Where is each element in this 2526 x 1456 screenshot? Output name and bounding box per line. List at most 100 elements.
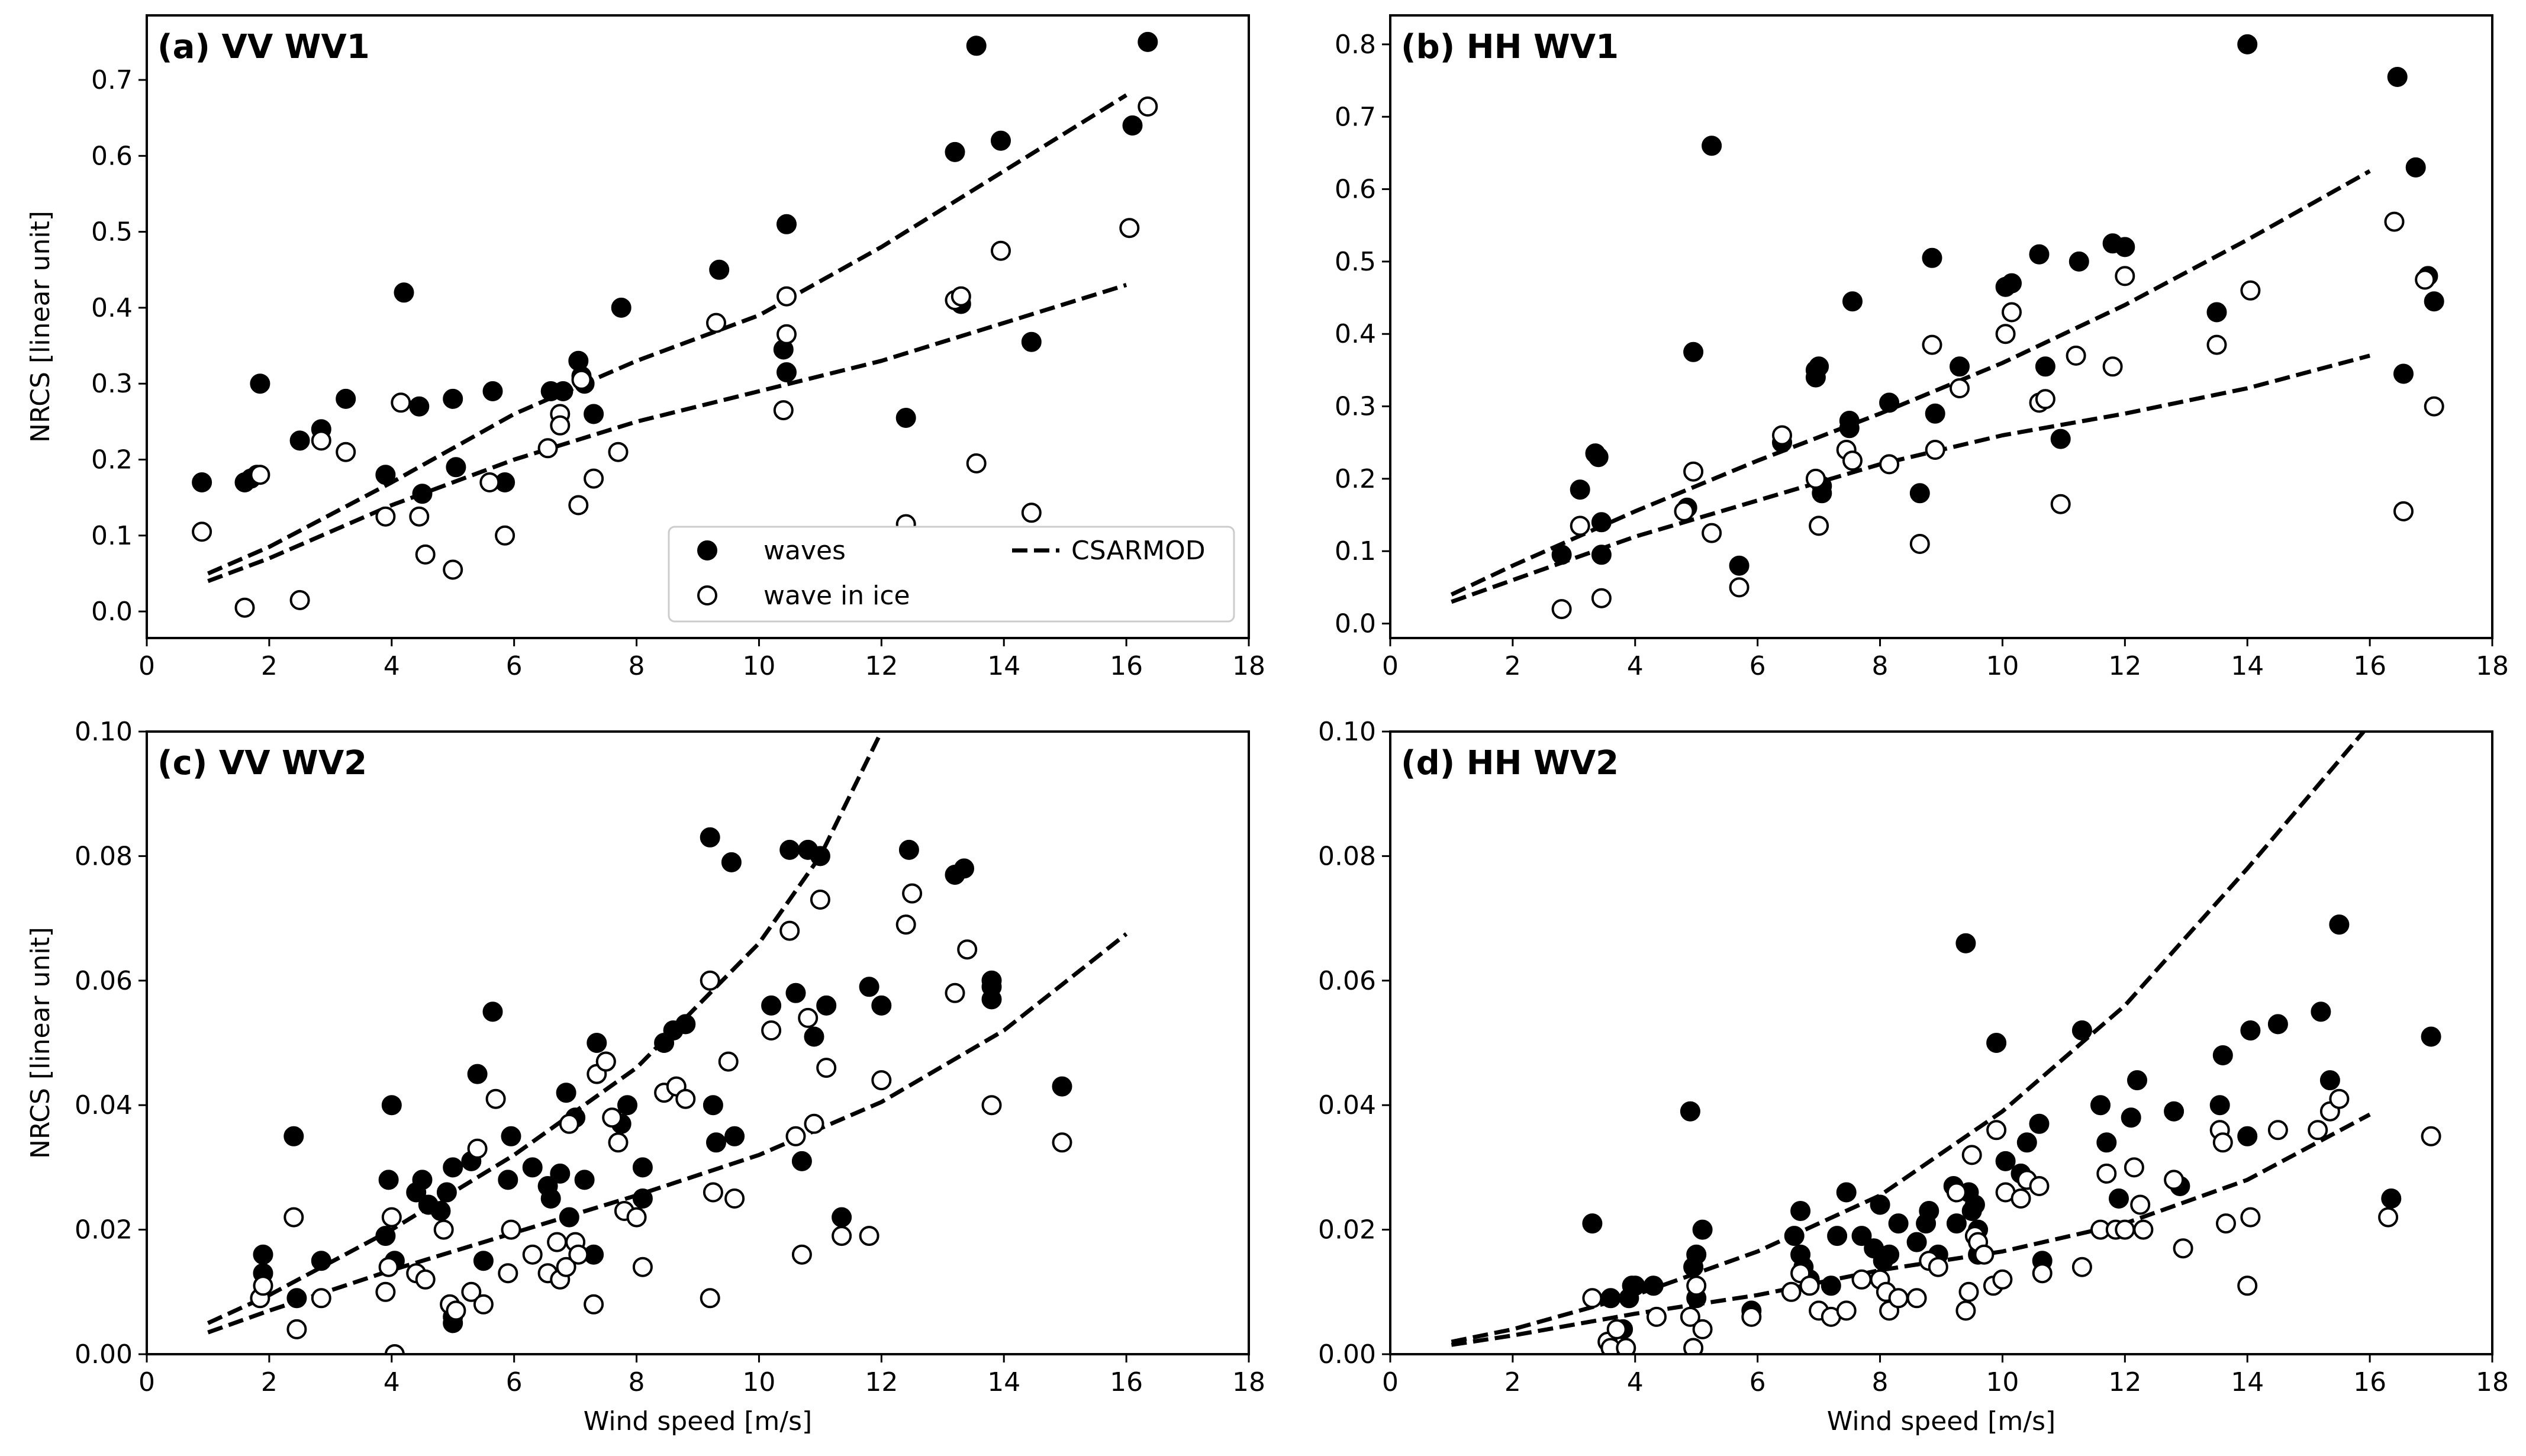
point-waves xyxy=(1827,1226,1848,1246)
point-wave-in-ice xyxy=(1842,450,1863,471)
point-waves xyxy=(675,1014,696,1035)
point-waves xyxy=(2237,34,2258,54)
point-wave-in-ice xyxy=(608,442,629,462)
point-waves xyxy=(1643,1275,1664,1296)
point-waves xyxy=(2127,1070,2147,1091)
point-waves xyxy=(2002,273,2022,294)
point-waves xyxy=(336,388,356,409)
point-wave-in-ice xyxy=(568,495,589,516)
point-waves xyxy=(378,1170,399,1190)
point-wave-in-ice xyxy=(981,1095,1002,1116)
point-wave-in-ice xyxy=(415,544,436,565)
point-waves xyxy=(482,1001,503,1022)
point-wave-in-ice xyxy=(791,1244,812,1265)
point-waves xyxy=(498,1170,518,1190)
model-curve-1 xyxy=(1451,1112,2371,1347)
y-tick-label: 0.5 xyxy=(91,217,133,247)
y-tick-label: 0.2 xyxy=(1335,464,1376,494)
legend-marker-wave-in-ice xyxy=(697,585,717,605)
point-waves xyxy=(311,1251,331,1271)
point-wave-in-ice xyxy=(2133,1219,2154,1240)
x-tick-label: 14 xyxy=(987,651,1020,681)
point-wave-in-ice xyxy=(2066,345,2086,366)
point-waves xyxy=(2267,1014,2288,1035)
point-wave-in-ice xyxy=(595,1051,616,1072)
point-waves xyxy=(2237,1126,2258,1146)
point-wave-in-ice xyxy=(584,1294,604,1315)
point-wave-in-ice xyxy=(1582,1288,1603,1309)
point-wave-in-ice xyxy=(816,1058,837,1078)
y-tick-label: 0.10 xyxy=(75,717,133,747)
point-waves xyxy=(2096,1132,2117,1153)
point-wave-in-ice xyxy=(584,468,604,489)
point-waves xyxy=(966,36,987,56)
x-tick-label: 4 xyxy=(1627,1367,1644,1397)
point-wave-in-ice xyxy=(700,1288,720,1309)
plot-area xyxy=(1450,34,2444,620)
point-waves xyxy=(2240,1020,2261,1041)
x-tick-label: 12 xyxy=(865,651,898,681)
point-wave-in-ice xyxy=(1799,1275,1820,1296)
point-waves xyxy=(2405,157,2426,178)
y-tick-label: 0.3 xyxy=(1335,392,1376,422)
x-tick-label: 14 xyxy=(987,1367,1020,1397)
point-wave-in-ice xyxy=(498,1263,518,1284)
x-tick-label: 8 xyxy=(629,1367,645,1397)
panel-title: (b) HH WV1 xyxy=(1401,28,1619,66)
x-tick-label: 6 xyxy=(506,1367,523,1397)
point-waves xyxy=(375,1226,396,1246)
point-wave-in-ice xyxy=(2164,1170,2185,1190)
point-waves xyxy=(810,846,830,866)
point-wave-in-ice xyxy=(810,890,830,910)
point-wave-in-ice xyxy=(433,1219,454,1240)
point-wave-in-ice xyxy=(951,286,971,307)
point-wave-in-ice xyxy=(547,1232,568,1252)
point-waves xyxy=(832,1207,852,1228)
y-tick-label: 0.00 xyxy=(1318,1339,1376,1370)
y-tick-label: 0.00 xyxy=(75,1339,133,1370)
point-waves xyxy=(761,995,782,1016)
point-waves xyxy=(559,1207,579,1228)
point-waves xyxy=(1986,1033,2007,1053)
point-wave-in-ice xyxy=(391,392,411,413)
point-waves xyxy=(1138,31,1158,52)
point-waves xyxy=(954,858,974,879)
point-wave-in-ice xyxy=(1692,1319,1713,1339)
point-waves xyxy=(611,297,632,318)
point-waves xyxy=(991,130,1011,151)
point-wave-in-ice xyxy=(378,1257,399,1277)
point-wave-in-ice xyxy=(2415,269,2435,290)
point-waves xyxy=(1839,418,1860,439)
legend-marker-waves xyxy=(697,540,717,561)
x-tick-label: 18 xyxy=(1232,651,1265,681)
point-wave-in-ice xyxy=(895,914,916,935)
y-tick-label: 0.10 xyxy=(1318,717,1376,747)
point-waves xyxy=(394,282,414,303)
point-wave-in-ice xyxy=(311,1288,331,1309)
point-wave-in-ice xyxy=(798,1007,819,1028)
chart-panel-0: 0 2 4 6 8 10 12 14 16 18 0.0 0.1 0.2 0.3 0.4 0.5 0.6 0.7 (… xyxy=(25,14,1265,681)
point-wave-in-ice xyxy=(2237,1275,2258,1296)
point-wave-in-ice xyxy=(2329,1088,2350,1109)
point-waves xyxy=(412,484,433,504)
point-waves xyxy=(2393,363,2414,384)
model-curve-0 xyxy=(207,93,1127,576)
point-waves xyxy=(1702,136,1722,156)
point-waves xyxy=(1784,1226,1805,1246)
point-waves xyxy=(1925,403,1945,424)
x-tick-label: 16 xyxy=(2353,1367,2386,1397)
point-waves xyxy=(2035,356,2055,377)
y-tick-label: 0.02 xyxy=(1318,1215,1376,1245)
x-axis-label: Wind speed [m/s] xyxy=(1827,1406,2055,1436)
point-wave-in-ice xyxy=(1922,334,1942,355)
x-tick-label: 18 xyxy=(2476,1367,2509,1397)
point-waves xyxy=(721,852,742,872)
point-waves xyxy=(522,1157,543,1178)
point-wave-in-ice xyxy=(1805,468,1826,489)
point-waves xyxy=(381,1095,402,1116)
point-wave-in-ice xyxy=(2002,302,2022,323)
point-wave-in-ice xyxy=(2032,1263,2053,1284)
point-waves xyxy=(632,1188,653,1209)
point-wave-in-ice xyxy=(1674,501,1694,521)
point-wave-in-ice xyxy=(761,1020,782,1041)
